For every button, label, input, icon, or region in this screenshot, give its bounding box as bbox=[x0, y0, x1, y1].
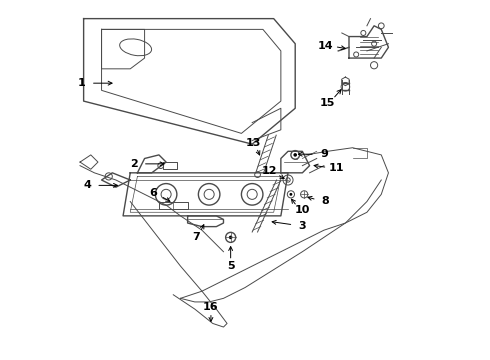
Circle shape bbox=[290, 193, 293, 196]
Text: 12: 12 bbox=[262, 166, 277, 176]
Text: 7: 7 bbox=[192, 232, 200, 242]
Text: 1: 1 bbox=[78, 78, 86, 88]
Text: 10: 10 bbox=[295, 206, 310, 215]
Text: 3: 3 bbox=[298, 221, 306, 231]
Text: 11: 11 bbox=[329, 163, 344, 173]
Text: 16: 16 bbox=[203, 302, 219, 312]
Text: 4: 4 bbox=[83, 180, 91, 190]
Text: 5: 5 bbox=[227, 261, 235, 271]
Text: 13: 13 bbox=[245, 138, 261, 148]
Text: 9: 9 bbox=[320, 149, 328, 159]
Text: 14: 14 bbox=[318, 41, 334, 51]
Text: 6: 6 bbox=[149, 189, 157, 198]
Text: 15: 15 bbox=[319, 98, 335, 108]
Circle shape bbox=[229, 235, 232, 239]
Circle shape bbox=[294, 153, 297, 157]
Text: 2: 2 bbox=[130, 159, 138, 169]
Text: 8: 8 bbox=[321, 196, 329, 206]
